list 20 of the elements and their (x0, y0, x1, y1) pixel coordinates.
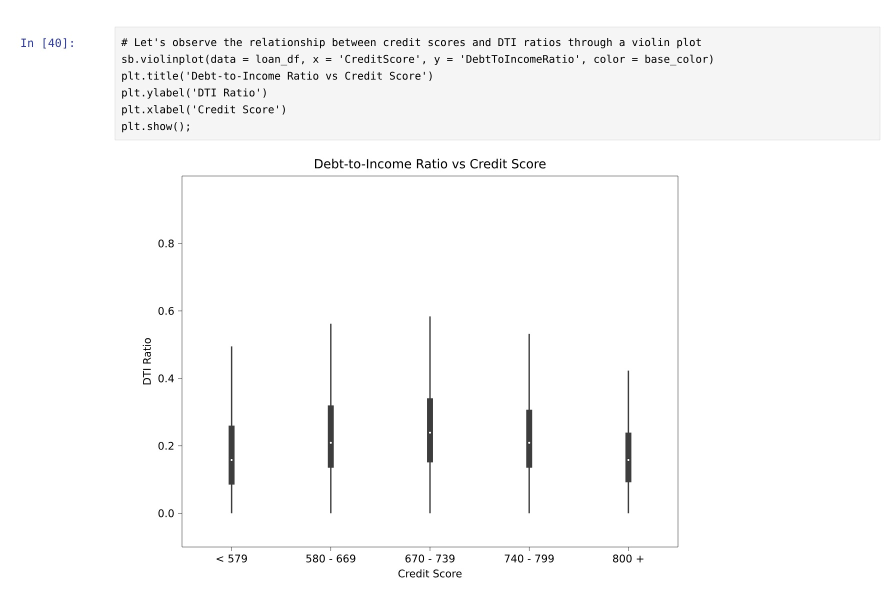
chart-title: Debt-to-Income Ratio vs Credit Score (315, 158, 546, 168)
y-tick-label: 0.0 (158, 509, 174, 518)
text: plt.xlabel('Credit Score') (122, 105, 285, 116)
x-tick-label: 800 + (613, 554, 644, 562)
y-axis-title: DTI Ratio (142, 338, 151, 384)
x-tick-label: 740 - 799 (504, 554, 554, 562)
x-tick-label: < 579 (216, 554, 247, 562)
text: # Let's observe the relationship between credit scores and DTI ratios through a violin plot (121, 38, 701, 48)
x-tick-label: 670 - 739 (405, 554, 455, 562)
text: sb.violinplot(data = loan_df, x = 'CreditScore', y = 'DebtToIncomeRatio', color = base_color) (122, 54, 712, 66)
y-tick-label: 0.2 (158, 442, 174, 450)
x-axis-title: Credit Score (398, 569, 462, 578)
x-tick-label: 580 - 669 (306, 554, 356, 562)
text: In [40]: (21, 38, 73, 49)
text: plt.ylabel('DTI Ratio') (122, 88, 266, 99)
text: plt.title('Debt-to-Income Ratio vs Credit Score') (122, 71, 432, 82)
y-tick-label: 0.4 (158, 374, 174, 382)
text: plt.show(); (122, 122, 189, 132)
y-tick-label: 0.8 (158, 239, 174, 248)
y-tick-label: 0.6 (158, 306, 174, 315)
